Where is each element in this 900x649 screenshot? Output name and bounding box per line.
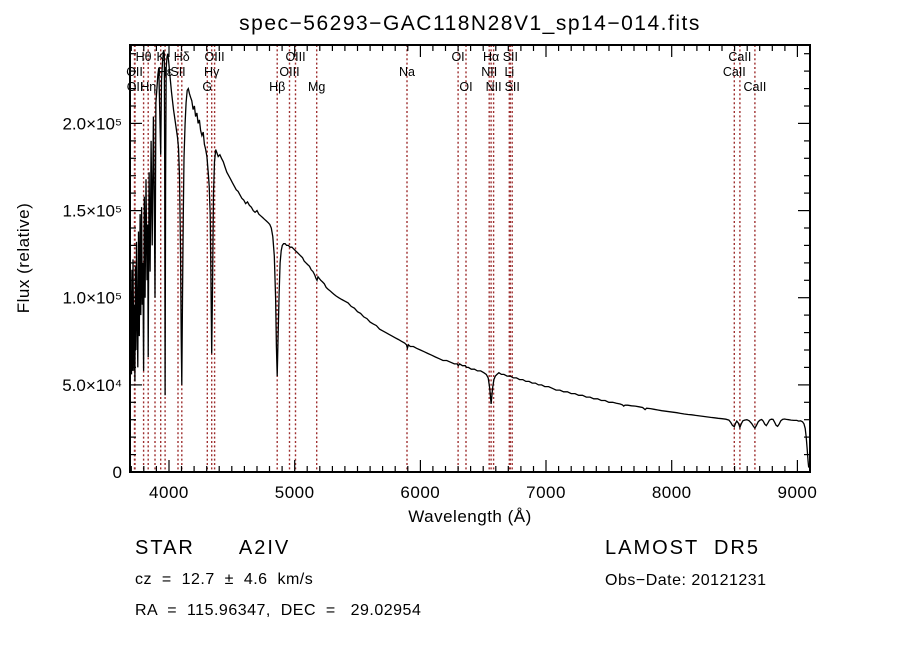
spectral-line-label-SII-6731: SII [505, 80, 520, 94]
spectral-line-label-CaII-8662: CaII [743, 80, 766, 94]
obs-date: Obs−Date: 20121231 [605, 572, 767, 589]
spectral-line-label-CaII-8542: CaII [728, 50, 751, 64]
spectrum-trace [129, 50, 810, 468]
x-tick-label-6000: 6000 [400, 483, 440, 502]
spectral-line-label-OII-3730: OII [127, 80, 144, 94]
plot-box [129, 44, 811, 473]
spectral-line-label-K-3934: K [156, 50, 165, 64]
x-tick-label-5000: 5000 [275, 483, 315, 502]
spectral-line-label-Hγ-4340: Hγ [204, 65, 220, 79]
spectral-line-label-NII-6548: NII [481, 65, 497, 79]
spectral-line-label-G-4305: G [202, 80, 212, 94]
plot-title: spec−56293−GAC118N28V1_sp14−014.fits [239, 12, 701, 35]
cz-value: cz = 12.7 ± 4.6 km/s [135, 571, 314, 588]
y-axis-label: Flux (relative) [14, 202, 33, 314]
ra-dec-value: RA = 115.96347, DEC = 29.02954 [135, 602, 422, 619]
spectral-line-label-Hβ-4861: Hβ [269, 80, 285, 94]
spectral-line-label-Hα-6563: Hα [483, 50, 499, 64]
x-tick-label-4000: 4000 [149, 483, 189, 502]
spectral-line-label-OIII-4959: OIII [279, 65, 299, 79]
object-class-line: STAR A2IV [135, 537, 290, 560]
spectral-line-label-Li-6708: Li [504, 65, 514, 79]
x-tick-label-8000: 8000 [652, 483, 692, 502]
x-axis-label: Wavelength (Å) [408, 507, 532, 526]
y-tick-label-50000: 5.0×10⁴ [62, 376, 122, 395]
y-tick-label-200000: 2.0×10⁵ [62, 114, 122, 133]
y-tick-label-150000: 1.5×10⁵ [62, 202, 122, 221]
x-tick-label-7000: 7000 [526, 483, 566, 502]
y-tick-label-100000: 1.0×10⁵ [62, 289, 122, 308]
spectral-line-label-Hδ-4102: Hδ [174, 50, 190, 64]
spectral-line-label-SII-4072: SII [170, 65, 185, 79]
spectral-line-label-Mg-5175: Mg [308, 80, 325, 94]
y-tick-label-0: 0 [113, 463, 122, 482]
spectral-line-label-CaII-8498: CaII [723, 65, 746, 79]
spectral-line-label-OIII-4363: OIII [205, 50, 225, 64]
spectral-line-label-Hθ-3798: Hθ [136, 50, 152, 64]
spectral-line-label-Na-5894: Na [399, 65, 415, 79]
object-subclass: A2IV [238, 537, 291, 559]
spectral-line-label-OIII-5007: OIII [285, 50, 305, 64]
spectral-line-label-Hε-3969: Hε [158, 65, 173, 79]
spectral-line-label-OII-3726: OII [126, 65, 143, 79]
x-tick-label-9000: 9000 [778, 483, 818, 502]
survey-name: LAMOST DR5 [605, 537, 760, 559]
object-class: STAR [135, 537, 195, 559]
spectral-line-label-OI-6363: OI [459, 80, 472, 94]
spectral-line-label-Hη-3835: Hη [140, 80, 156, 94]
spectral-line-label-SII-6716: SII [503, 50, 518, 64]
spectral-line-label-OI-6300: OI [451, 50, 464, 64]
spectral-line-label-NII-6583: NII [486, 80, 502, 94]
